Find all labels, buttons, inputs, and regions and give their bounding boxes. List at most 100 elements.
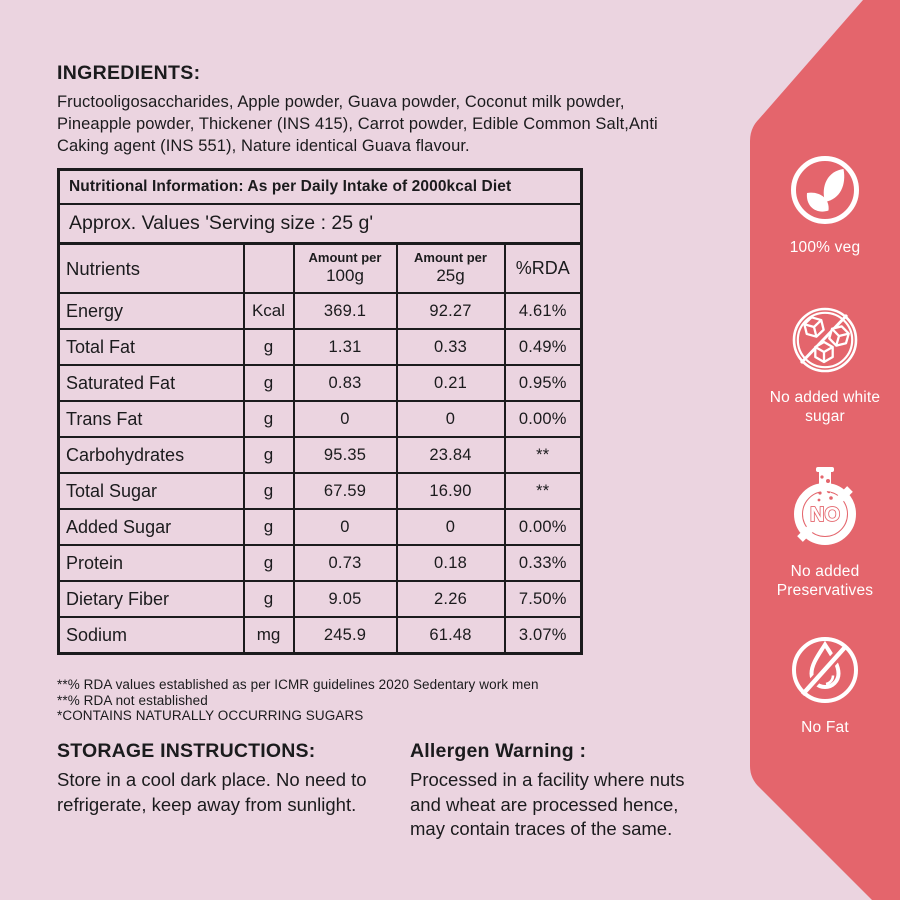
- amount-per-25g: 0.33: [395, 328, 506, 366]
- rda-percent: 0.95%: [503, 364, 583, 402]
- table-header-row: Nutrients Amount per 100g Amount per 25g…: [57, 242, 583, 294]
- nutrient-unit: g: [242, 400, 295, 438]
- nutrient-unit: g: [242, 508, 295, 546]
- nutrient-name: Energy: [57, 292, 245, 330]
- badge-100-veg: 100% veg: [750, 148, 900, 257]
- no-preservatives-icon: NO: [794, 467, 856, 545]
- no-fat-icon: [792, 637, 858, 703]
- nutrient-name: Protein: [57, 544, 245, 582]
- table-row: Dietary Fiber g 9.05 2.26 7.50%: [57, 580, 583, 618]
- rda-percent: **: [503, 436, 583, 474]
- nutrient-name: Total Fat: [57, 328, 245, 366]
- badge-label: No added white sugar: [769, 389, 881, 425]
- serving-size-text: Approx. Values 'Serving size : 25 g': [57, 203, 583, 245]
- table-row: Saturated Fat g 0.83 0.21 0.95%: [57, 364, 583, 402]
- nutrient-name: Saturated Fat: [57, 364, 245, 402]
- table-row: Energy Kcal 369.1 92.27 4.61%: [57, 292, 583, 330]
- rda-percent: **: [503, 472, 583, 510]
- nutrition-table: Nutritional Information: As per Daily In…: [57, 168, 584, 655]
- rda-percent: 0.00%: [503, 508, 583, 546]
- rda-percent: 4.61%: [503, 292, 583, 330]
- amount-per-25g: 92.27: [395, 292, 506, 330]
- rda-percent: 3.07%: [503, 616, 583, 655]
- amount-per-100g: 0: [292, 400, 398, 438]
- allergen-section: Allergen Warning : Processed in a facili…: [410, 740, 710, 842]
- badge-label: 100% veg: [789, 239, 861, 256]
- no-text: NO: [810, 504, 840, 526]
- amount-per-25g: 0: [395, 400, 506, 438]
- amount-per-100g: 0: [292, 508, 398, 546]
- ingredients-text: Fructooligosaccharides, Apple powder, Gu…: [57, 93, 658, 155]
- table-title: Nutritional Information: As per Daily In…: [57, 168, 583, 205]
- badge-no-fat: No Fat: [750, 628, 900, 737]
- table-row: Carbohydrates g 95.35 23.84 **: [57, 436, 583, 474]
- footnotes: **% RDA values established as per ICMR g…: [57, 677, 539, 724]
- nutrient-unit: g: [242, 580, 295, 618]
- amount-per-25g: 2.26: [395, 580, 506, 618]
- col-header-per-25g: Amount per 25g: [395, 242, 506, 294]
- ingredients-section: INGREDIENTS: Fructooligosaccharides, App…: [57, 62, 693, 157]
- table-row: Protein g 0.73 0.18 0.33%: [57, 544, 583, 582]
- amount-per-100g: 95.35: [292, 436, 398, 474]
- allergen-text: Processed in a facility where nuts and w…: [410, 769, 685, 839]
- nutrient-unit: mg: [242, 616, 295, 655]
- badge-label: No Fat: [801, 719, 849, 736]
- col-header-nutrients: Nutrients: [57, 242, 245, 294]
- table-row: Added Sugar g 0 0 0.00%: [57, 508, 583, 546]
- nutrient-name: Sodium: [57, 616, 245, 655]
- col-header-rda: %RDA: [503, 242, 583, 294]
- badge-no-added-preservatives: NO No added Preservatives: [750, 464, 900, 600]
- amount-per-25g: 16.90: [395, 472, 506, 510]
- amount-per-100g: 245.9: [292, 616, 398, 655]
- nutrient-unit: g: [242, 544, 295, 582]
- amount-per-100g: 0.83: [292, 364, 398, 402]
- badge-no-added-white-sugar: No added white sugar: [750, 298, 900, 426]
- table-row: Sodium mg 245.9 61.48 3.07%: [57, 616, 583, 655]
- nutrient-unit: Kcal: [242, 292, 295, 330]
- nutrient-name: Added Sugar: [57, 508, 245, 546]
- table-title-row: Nutritional Information: As per Daily In…: [57, 168, 583, 205]
- badge-label: No added Preservatives: [776, 563, 874, 599]
- ingredients-heading: INGREDIENTS:: [57, 62, 201, 84]
- nutrient-name: Total Sugar: [57, 472, 245, 510]
- amount-per-100g: 67.59: [292, 472, 398, 510]
- storage-heading: STORAGE INSTRUCTIONS:: [57, 740, 316, 762]
- no-sugar-icon: [792, 307, 858, 373]
- nutrient-unit: g: [242, 328, 295, 366]
- amount-per-100g: 0.73: [292, 544, 398, 582]
- amount-per-25g: 0.18: [395, 544, 506, 582]
- amount-per-100g: 369.1: [292, 292, 398, 330]
- rda-percent: 0.49%: [503, 328, 583, 366]
- amount-per-25g: 0: [395, 508, 506, 546]
- table-row: Total Sugar g 67.59 16.90 **: [57, 472, 583, 510]
- nutrient-name: Trans Fat: [57, 400, 245, 438]
- rda-percent: 0.00%: [503, 400, 583, 438]
- footnote-natural-sugars: *CONTAINS NATURALLY OCCURRING SUGARS: [57, 708, 364, 723]
- rda-percent: 0.33%: [503, 544, 583, 582]
- table-subtitle-row: Approx. Values 'Serving size : 25 g': [57, 203, 583, 245]
- allergen-heading: Allergen Warning :: [410, 740, 587, 762]
- nutrient-unit: g: [242, 364, 295, 402]
- col-header-per-100g: Amount per 100g: [292, 242, 398, 294]
- nutrient-name: Carbohydrates: [57, 436, 245, 474]
- badge-column: 100% veg No added whit: [750, 0, 900, 900]
- nutrient-unit: g: [242, 472, 295, 510]
- table-row: Trans Fat g 0 0 0.00%: [57, 400, 583, 438]
- amount-per-25g: 61.48: [395, 616, 506, 655]
- amount-per-25g: 23.84: [395, 436, 506, 474]
- storage-text: Store in a cool dark place. No need to r…: [57, 769, 367, 815]
- footnote-rda-not-established: **% RDA not established: [57, 692, 208, 708]
- table-row: Total Fat g 1.31 0.33 0.49%: [57, 328, 583, 366]
- amount-per-100g: 1.31: [292, 328, 398, 366]
- rda-percent: 7.50%: [503, 580, 583, 618]
- col-header-unit: [242, 242, 295, 294]
- amount-per-25g: 0.21: [395, 364, 506, 402]
- nutrition-rows: Energy Kcal 369.1 92.27 4.61% Total Fat …: [57, 292, 583, 655]
- storage-section: STORAGE INSTRUCTIONS: Store in a cool da…: [57, 740, 377, 817]
- side-panel-shape: [750, 0, 900, 900]
- veg-icon: [791, 156, 859, 224]
- nutrient-name: Dietary Fiber: [57, 580, 245, 618]
- nutrient-unit: g: [242, 436, 295, 474]
